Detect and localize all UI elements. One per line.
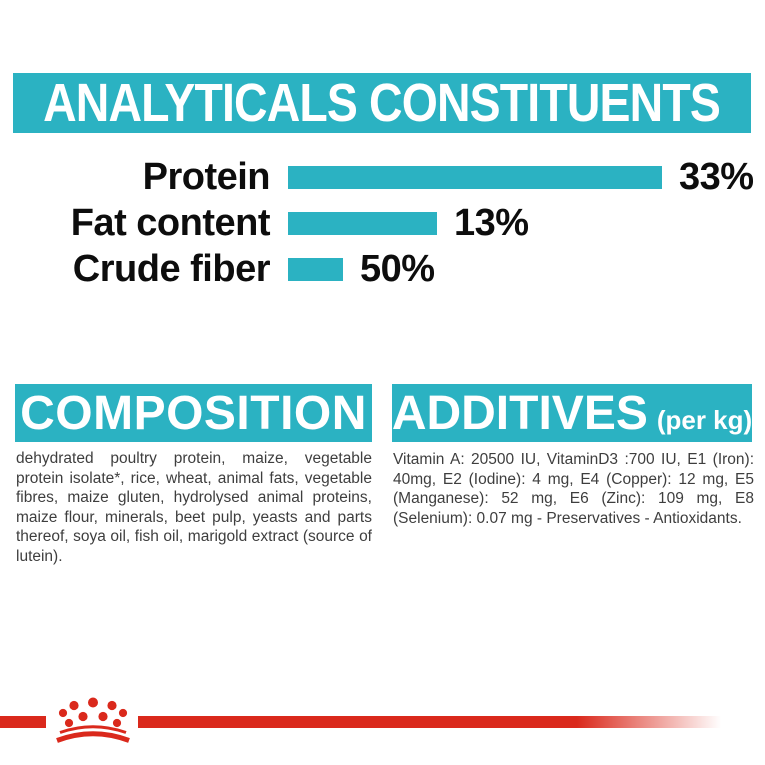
chart-value-label: 50% — [360, 247, 435, 290]
footer-red-band-right — [138, 716, 765, 728]
chart-row: Protein 33% — [0, 154, 765, 200]
analyticals-constituents-banner: ANALYTICALS CONSTITUENTS — [13, 73, 751, 133]
chart-category-label: Protein — [142, 155, 271, 198]
composition-text: dehydrated poultry protein, maize, veget… — [16, 450, 372, 565]
analyticals-constituents-title: ANALYTICALS CONSTITUENTS — [43, 73, 722, 133]
composition-heading: COMPOSITION — [20, 386, 367, 440]
chart-category-label: Crude fiber — [72, 247, 271, 290]
chart-category-label: Fat content — [70, 201, 271, 244]
chart-value-label: 33% — [679, 155, 754, 198]
chart-row: Fat content 13% — [0, 200, 765, 246]
chart-row: Crude fiber 50% — [0, 246, 765, 292]
chart-bar — [288, 257, 343, 281]
chart-bar — [288, 211, 437, 235]
additives-heading: ADDITIVES — [391, 386, 648, 440]
additives-text: Vitamin A: 20500 IU, VitaminD3 :700 IU, … — [393, 451, 754, 527]
crown-paw-logo-icon — [56, 697, 130, 743]
analytical-bar-chart: Protein 33% Fat content 13% Crude fiber 50% — [0, 154, 765, 292]
additives-banner: ADDITIVES (per kg) — [392, 384, 752, 442]
additives-per-kg-label: (per kg) — [656, 404, 753, 435]
chart-bar — [288, 165, 662, 189]
footer-red-band-left — [0, 716, 46, 728]
chart-value-label: 13% — [454, 201, 529, 244]
composition-banner: COMPOSITION — [15, 384, 372, 442]
